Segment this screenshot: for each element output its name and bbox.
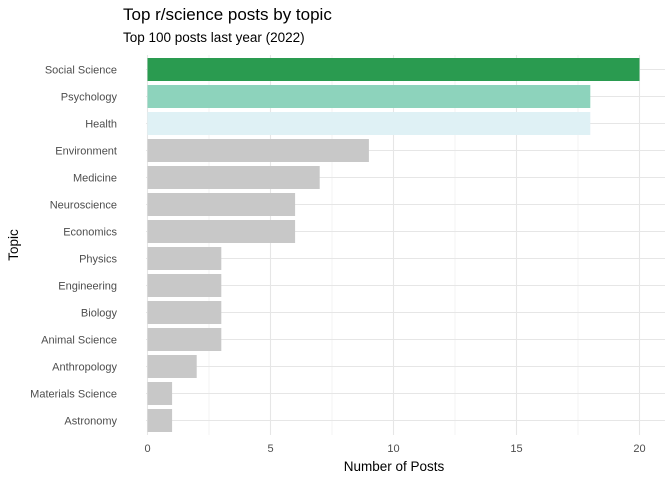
- x-tick-label: 10: [387, 443, 399, 455]
- y-axis-title: Topic: [6, 229, 21, 261]
- bar: [147, 112, 591, 135]
- y-tick-label: Neuroscience: [50, 200, 117, 212]
- y-tick-labels: Social Science Psychology Health Environmen…: [30, 65, 117, 428]
- bar: [147, 220, 296, 243]
- bar: [147, 58, 640, 81]
- y-tick-label: Astronomy: [64, 416, 117, 428]
- bar: [147, 328, 222, 351]
- bar: [147, 301, 222, 324]
- y-tick-label: Environment: [55, 146, 117, 158]
- x-tick-label: 5: [267, 443, 273, 455]
- y-tick-label: Biology: [81, 308, 118, 320]
- y-tick-label: Materials Science: [30, 389, 117, 401]
- bar: [147, 355, 197, 378]
- x-axis-title: Number of Posts: [344, 459, 445, 474]
- bar: [147, 139, 369, 162]
- y-tick-label: Economics: [63, 227, 117, 239]
- x-tick-label: 0: [144, 443, 150, 455]
- bar: [147, 409, 173, 432]
- x-tick-labels: 0 5 10 15 20: [144, 443, 645, 455]
- y-tick-label: Health: [85, 119, 117, 131]
- x-tick-label: 15: [510, 443, 522, 455]
- y-tick-label: Medicine: [73, 173, 117, 185]
- x-tick-label: 20: [633, 443, 645, 455]
- bar: [147, 193, 296, 216]
- bar: [147, 247, 222, 270]
- y-tick-label: Engineering: [58, 281, 117, 293]
- y-tick-label: Social Science: [45, 65, 117, 77]
- chart-title: Top r/science posts by topic: [123, 5, 332, 24]
- bar: [147, 85, 591, 108]
- bar: [147, 166, 320, 189]
- y-tick-label: Anthropology: [52, 362, 117, 374]
- y-tick-label: Animal Science: [41, 335, 117, 347]
- bars: [147, 58, 640, 432]
- bar: [147, 274, 222, 297]
- y-tick-label: Psychology: [61, 92, 118, 104]
- y-tick-label: Physics: [79, 254, 117, 266]
- bar: [147, 382, 173, 405]
- chart-subtitle: Top 100 posts last year (2022): [123, 30, 305, 45]
